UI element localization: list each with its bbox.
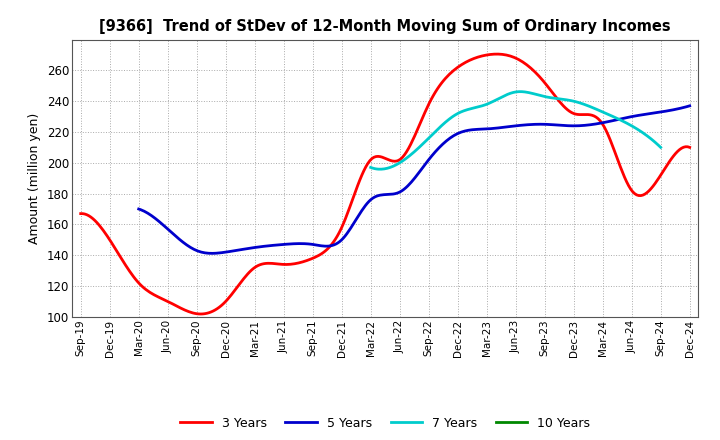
7 Years <box>366 165 375 170</box>
5 Years <box>600 120 609 125</box>
5 Years <box>474 127 482 132</box>
7 Years <box>546 95 554 100</box>
Line: 7 Years: 7 Years <box>371 92 661 169</box>
5 Years <box>685 103 694 108</box>
3 Years <box>632 192 641 198</box>
7 Years <box>367 165 376 170</box>
3 Years <box>441 76 449 81</box>
7 Years <box>376 167 384 172</box>
7 Years <box>613 116 621 121</box>
3 Years <box>197 312 205 317</box>
Line: 3 Years: 3 Years <box>81 54 690 314</box>
7 Years <box>540 94 549 99</box>
5 Years <box>136 207 145 212</box>
Title: [9366]  Trend of StDev of 12-Month Moving Sum of Ordinary Incomes: [9366] Trend of StDev of 12-Month Moving… <box>99 19 671 34</box>
3 Years <box>594 116 603 121</box>
Legend: 3 Years, 5 Years, 7 Years, 10 Years: 3 Years, 5 Years, 7 Years, 10 Years <box>176 412 595 435</box>
5 Years <box>208 251 217 256</box>
7 Years <box>541 94 549 99</box>
7 Years <box>516 89 524 94</box>
Line: 5 Years: 5 Years <box>139 106 690 253</box>
3 Years <box>451 66 460 72</box>
5 Years <box>464 128 473 133</box>
5 Years <box>636 113 644 118</box>
3 Years <box>685 145 694 150</box>
7 Years <box>631 125 640 131</box>
7 Years <box>657 145 665 150</box>
5 Years <box>135 206 143 212</box>
Y-axis label: Amount (million yen): Amount (million yen) <box>28 113 41 244</box>
5 Years <box>462 128 471 133</box>
3 Years <box>76 211 85 216</box>
3 Years <box>78 211 87 216</box>
3 Years <box>439 78 448 84</box>
3 Years <box>492 51 500 57</box>
